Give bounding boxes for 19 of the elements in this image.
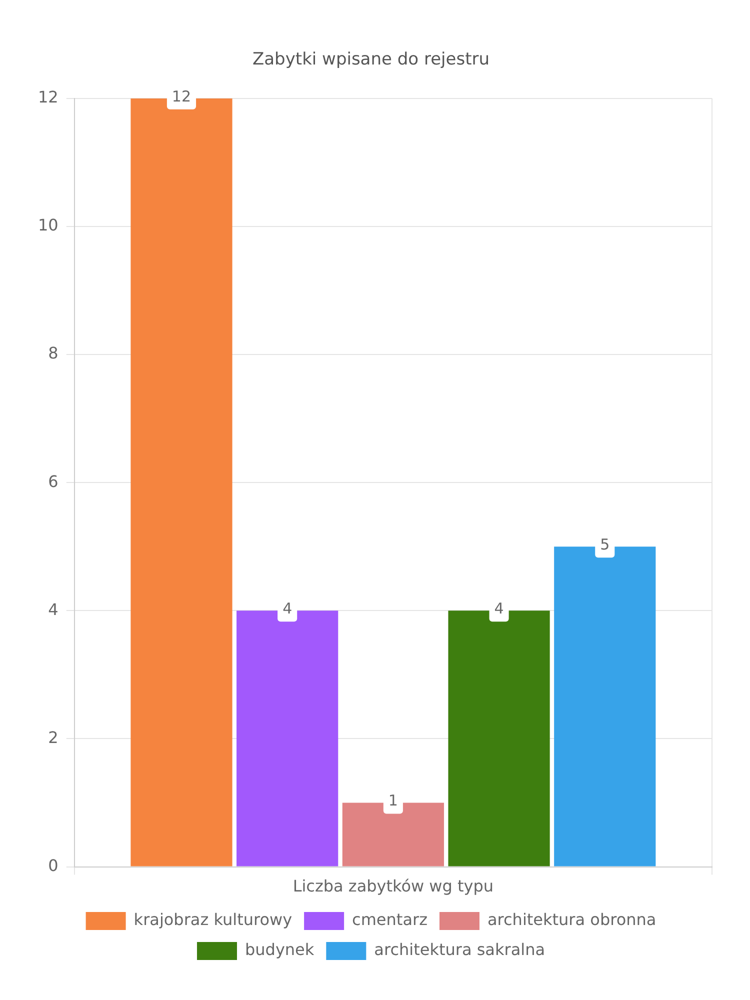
legend-label: budynek bbox=[244, 940, 315, 960]
y-tick-label: 2 bbox=[48, 728, 58, 747]
x-tick-label: Liczba zabytków wg typu bbox=[292, 876, 494, 896]
legend-label: cmentarz bbox=[352, 910, 428, 930]
data-label: 1 bbox=[388, 792, 398, 810]
data-label: 5 bbox=[600, 536, 610, 554]
legend-label: architektura sakralna bbox=[374, 940, 546, 960]
data-label: 4 bbox=[494, 600, 504, 618]
y-tick-label: 6 bbox=[48, 472, 58, 491]
legend-label: krajobraz kulturowy bbox=[134, 910, 292, 930]
y-tick-label: 12 bbox=[38, 88, 58, 107]
y-tick-label: 8 bbox=[48, 344, 58, 363]
y-tick-label: 10 bbox=[38, 216, 58, 235]
data-label: 12 bbox=[172, 87, 192, 106]
chart-title: Zabytki wpisane do rejestru bbox=[252, 50, 490, 70]
legend-label: architektura obronna bbox=[487, 910, 656, 930]
data-label: 4 bbox=[282, 600, 292, 618]
y-tick-label: 4 bbox=[48, 600, 58, 619]
y-tick-label: 0 bbox=[48, 856, 58, 875]
